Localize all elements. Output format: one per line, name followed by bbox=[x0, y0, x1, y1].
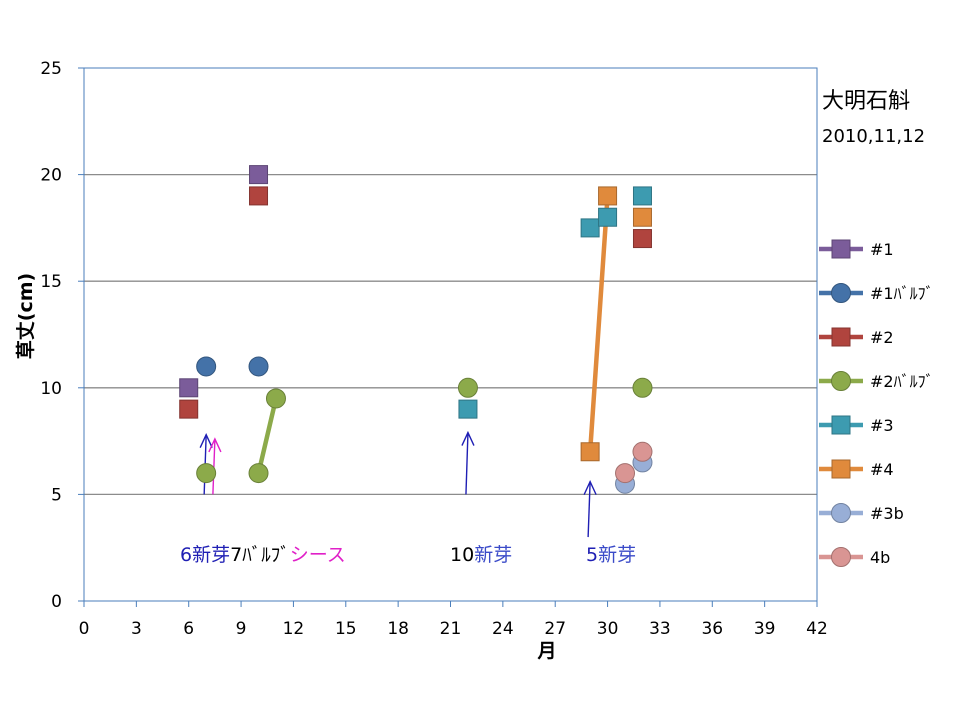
legend-marker bbox=[831, 327, 851, 347]
x-tick-label: 42 bbox=[806, 619, 828, 639]
series-line bbox=[587, 193, 610, 455]
x-tick-label: 3 bbox=[131, 619, 142, 639]
legend-marker bbox=[831, 459, 851, 479]
text-annotations: 6新芽7ﾊﾞﾙﾌﾞシース 10新芽 5新芽 bbox=[180, 544, 636, 566]
legend-label: #2ﾊﾞﾙﾌﾞ bbox=[870, 372, 934, 391]
arrow-shaft bbox=[587, 481, 591, 538]
data-point bbox=[249, 165, 269, 185]
series-lines bbox=[256, 193, 610, 476]
data-point bbox=[598, 207, 618, 227]
annotation-part: 7 bbox=[230, 544, 242, 566]
data-point bbox=[632, 229, 652, 249]
y-tick-label: 10 bbox=[40, 379, 62, 399]
legend-label: #4 bbox=[870, 460, 894, 479]
plot-area bbox=[83, 67, 818, 602]
x-tick-label: 30 bbox=[597, 619, 619, 639]
chart-title: 大明石斛 bbox=[822, 89, 910, 114]
legend-marker bbox=[831, 371, 851, 391]
y-tick-label: 5 bbox=[51, 485, 62, 505]
grid-lines bbox=[84, 173, 817, 496]
annotation-text: 10新芽 bbox=[450, 544, 512, 566]
annotation-part: 10 bbox=[450, 544, 474, 566]
data-point bbox=[196, 356, 217, 377]
annotation-text: 5新芽 bbox=[586, 544, 636, 566]
y-tick-label: 0 bbox=[51, 592, 62, 612]
x-axis: 0 3 6 9 12 15 18 21 24 27 30 33 36 39 42 bbox=[79, 601, 828, 639]
legend-marker bbox=[831, 503, 851, 523]
data-point bbox=[457, 377, 478, 398]
x-tick-label: 6 bbox=[183, 619, 194, 639]
legend-label: 4b bbox=[870, 548, 890, 567]
x-tick-label: 18 bbox=[387, 619, 409, 639]
legend-marker bbox=[831, 283, 851, 303]
y-axis: 0 5 10 15 20 25 bbox=[40, 59, 84, 612]
legend: #1 #1ﾊﾞﾙﾌﾞ #2 #2ﾊﾞﾙﾌﾞ #3 #4 #3b 4b bbox=[819, 239, 934, 567]
series-markers bbox=[179, 165, 653, 494]
x-tick-label: 21 bbox=[440, 619, 462, 639]
data-point bbox=[179, 378, 199, 398]
x-tick-label: 27 bbox=[544, 619, 566, 639]
x-axis-title: 月 bbox=[536, 640, 556, 662]
data-point bbox=[632, 377, 653, 398]
x-tick-label: 15 bbox=[335, 619, 357, 639]
data-point bbox=[248, 463, 269, 484]
data-point bbox=[598, 186, 618, 206]
x-tick-label: 24 bbox=[492, 619, 514, 639]
y-tick-label: 20 bbox=[40, 166, 62, 186]
arrow-shaft bbox=[212, 438, 216, 495]
x-tick-label: 33 bbox=[649, 619, 671, 639]
chart-subtitle: 2010,11,12 bbox=[822, 126, 925, 147]
x-tick-label: 0 bbox=[79, 619, 90, 639]
annotation-part: 新芽 bbox=[474, 544, 512, 566]
arrow-shaft bbox=[465, 432, 469, 495]
annotation-part: 5 bbox=[586, 544, 598, 566]
data-point bbox=[615, 463, 636, 484]
data-point bbox=[632, 441, 653, 462]
legend-label: #1 bbox=[870, 240, 894, 259]
legend-label: #3b bbox=[870, 504, 904, 523]
y-tick-label: 15 bbox=[40, 272, 62, 292]
annotation-part: ﾊﾞﾙﾌﾞ bbox=[242, 544, 290, 566]
x-tick-label: 9 bbox=[236, 619, 247, 639]
series-line bbox=[256, 396, 279, 476]
arrow-annotations bbox=[199, 430, 597, 538]
legend-marker bbox=[831, 239, 851, 259]
x-tick-label: 39 bbox=[754, 619, 776, 639]
x-tick-label: 12 bbox=[283, 619, 305, 639]
annotation-part: 新芽 bbox=[598, 544, 636, 566]
data-point bbox=[249, 186, 269, 206]
arrow-head bbox=[461, 430, 475, 446]
annotation-part: 新芽 bbox=[192, 544, 230, 566]
x-tick-label: 36 bbox=[701, 619, 723, 639]
data-point bbox=[632, 186, 652, 206]
data-point bbox=[458, 399, 478, 419]
annotation-part: シース bbox=[290, 544, 346, 566]
legend-marker bbox=[831, 547, 851, 567]
legend-marker bbox=[831, 415, 851, 435]
legend-label: #1ﾊﾞﾙﾌﾞ bbox=[870, 284, 934, 303]
data-point bbox=[632, 207, 652, 227]
data-point bbox=[580, 442, 600, 462]
y-axis-title: 草丈(cm) bbox=[14, 273, 37, 359]
data-point bbox=[580, 218, 600, 238]
data-point bbox=[196, 463, 217, 484]
data-point bbox=[265, 388, 286, 409]
annotation-part: 6 bbox=[180, 544, 192, 566]
data-point bbox=[179, 399, 199, 419]
annotation-text: 6新芽7ﾊﾞﾙﾌﾞシース bbox=[180, 544, 346, 566]
arrow-head bbox=[583, 479, 597, 495]
data-point bbox=[248, 356, 269, 377]
y-tick-label: 25 bbox=[40, 59, 62, 79]
legend-label: #2 bbox=[870, 328, 894, 347]
arrow-head bbox=[199, 433, 213, 448]
legend-label: #3 bbox=[870, 416, 894, 435]
arrow-head bbox=[208, 437, 222, 453]
